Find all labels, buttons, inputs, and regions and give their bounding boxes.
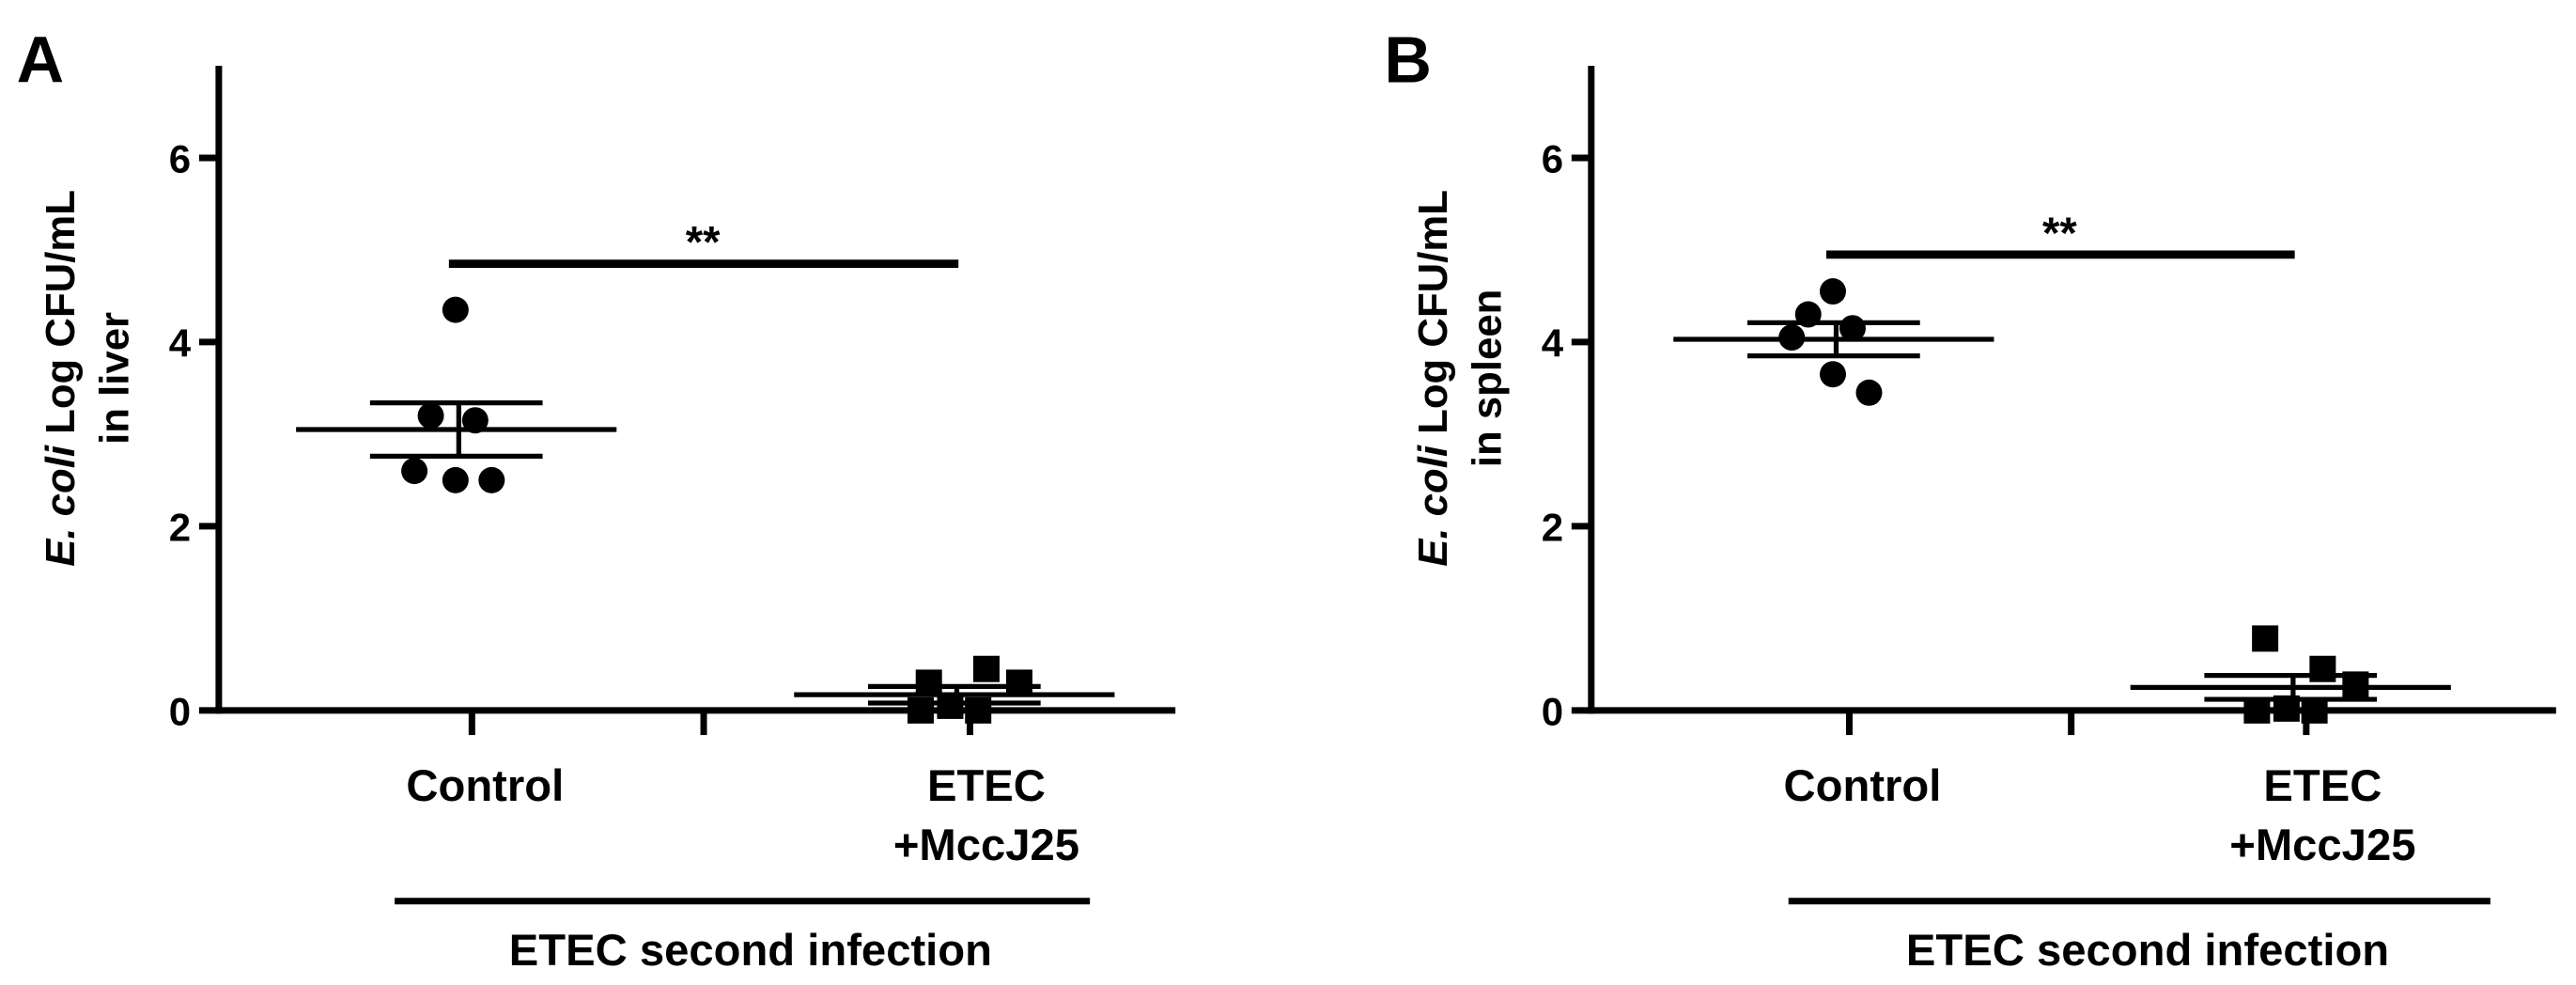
data-point [401, 458, 428, 485]
group-label: ETEC second infection [1906, 926, 2389, 976]
x-tick-label: Control [1784, 761, 1942, 811]
panel-label: B [1384, 23, 1432, 96]
panel-label: A [17, 23, 65, 96]
group-label: ETEC second infection [509, 926, 992, 976]
x-tick-label: +MccJ25 [2229, 821, 2415, 870]
data-point [1819, 361, 1846, 388]
y-tick-label: 2 [1542, 506, 1563, 550]
data-point [442, 466, 469, 493]
x-tick-label: Control [406, 761, 564, 811]
y-axis-label-italic: E. coli [38, 445, 84, 567]
y-tick-label: 0 [169, 690, 191, 734]
y-tick-label: 4 [169, 321, 192, 366]
x-tick-label: +MccJ25 [893, 821, 1079, 870]
y-tick-label: 0 [1542, 690, 1563, 734]
data-point [417, 402, 444, 430]
data-point [2309, 655, 2336, 682]
data-point [442, 296, 469, 323]
y-axis-label: E. coli Log CFU/mL [1410, 190, 1456, 567]
y-axis-label-italic: E. coli [1410, 445, 1456, 567]
data-point [1005, 669, 1032, 696]
y-axis-label-line2: in spleen [1465, 289, 1511, 467]
y-axis-label-text: Log CFU/mL [38, 190, 84, 434]
data-point [1819, 278, 1846, 305]
x-tick-label: ETEC [2263, 761, 2382, 811]
y-axis-label-line2: in liver [92, 312, 138, 445]
y-axis-label: E. coli Log CFU/mL [38, 190, 84, 567]
data-point [461, 407, 489, 434]
y-tick-label: 2 [169, 506, 191, 550]
y-tick-label: 4 [1542, 321, 1564, 366]
significance-label: ** [686, 218, 721, 268]
y-tick-label: 6 [169, 137, 191, 181]
data-point [478, 466, 505, 493]
data-point [915, 669, 942, 696]
data-point [1855, 379, 1883, 406]
data-point [972, 655, 1000, 682]
data-point [2252, 625, 2279, 652]
y-axis-label-text: Log CFU/mL [1410, 190, 1456, 434]
significance-label: ** [2042, 209, 2077, 258]
y-tick-label: 6 [1542, 137, 1563, 181]
x-tick-label: ETEC [927, 761, 1046, 811]
